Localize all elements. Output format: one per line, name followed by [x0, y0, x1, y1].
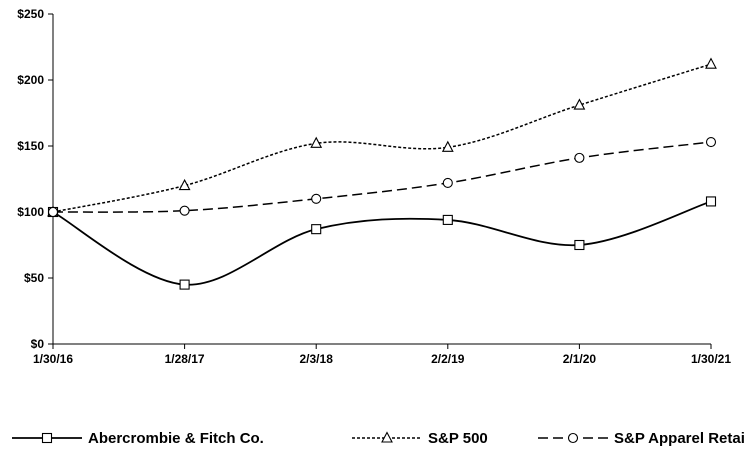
legend-label: Abercrombie & Fitch Co.	[88, 430, 264, 447]
data-point-square	[442, 214, 453, 225]
data-point-triangle	[441, 140, 454, 152]
x-tick-label: 2/3/18	[300, 352, 334, 366]
series-circle	[47, 136, 717, 218]
data-point-square	[179, 279, 190, 290]
x-axis-ticks: 1/30/16 1/28/17 2/3/18 2/2/19 2/1/20 1/30/21	[33, 344, 731, 366]
y-tick-label: $250	[17, 7, 44, 21]
data-point-square	[574, 239, 585, 251]
data-point-triangle	[573, 98, 586, 110]
series-lines	[47, 57, 717, 290]
legend-label: S&P Apparel Retail	[614, 430, 745, 447]
series-line	[52, 63, 712, 213]
y-tick-label: $200	[17, 73, 44, 87]
x-tick-label: 1/30/21	[691, 352, 731, 366]
data-point-circle	[47, 206, 59, 218]
data-point-triangle	[310, 136, 323, 148]
y-tick-label: $100	[17, 205, 44, 219]
data-point-circle	[442, 177, 453, 189]
legend-marker-circle	[567, 432, 579, 444]
data-point-triangle	[178, 178, 191, 191]
y-axis-ticks: $0 $50 $100 $150 $200 $250	[17, 7, 53, 351]
x-tick-label: 2/1/20	[563, 352, 597, 366]
data-point-square	[311, 224, 322, 235]
legend-entry: S&P Apparel Retail	[538, 430, 745, 447]
y-tick-label: $150	[17, 139, 44, 153]
series-triangle	[47, 57, 717, 217]
y-tick-label: $50	[24, 271, 44, 285]
y-tick-label: $0	[31, 337, 45, 351]
legend-entry: S&P 500	[352, 430, 488, 447]
data-point-circle	[705, 136, 717, 148]
x-tick-label: 2/2/19	[431, 352, 465, 366]
data-point-square	[705, 196, 717, 207]
series-square	[47, 196, 717, 290]
legend: Abercrombie & Fitch Co. S&P 500 S&P Appare…	[12, 430, 745, 447]
x-tick-label: 1/28/17	[165, 352, 205, 366]
series-line	[52, 200, 712, 286]
legend-marker-triangle	[381, 431, 393, 443]
data-point-circle	[311, 193, 322, 204]
legend-marker-square	[41, 432, 53, 444]
data-point-triangle	[705, 57, 717, 69]
x-tick-label: 1/30/16	[33, 352, 73, 366]
legend-entry: Abercrombie & Fitch Co.	[12, 430, 264, 447]
data-point-circle	[574, 152, 585, 163]
series-line	[52, 141, 712, 213]
data-point-circle	[179, 205, 190, 216]
legend-label: S&P 500	[428, 430, 488, 447]
